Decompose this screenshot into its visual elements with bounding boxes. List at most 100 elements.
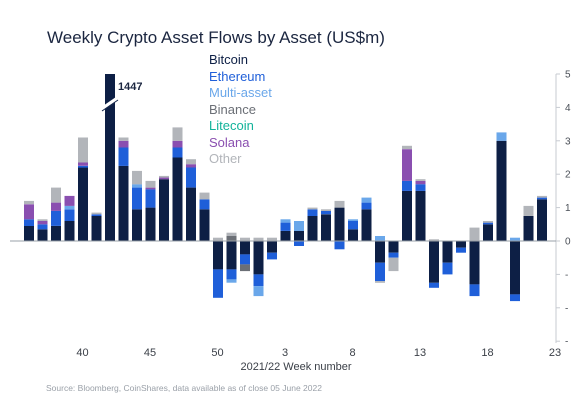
bar-other-week-29 (415, 179, 426, 181)
bar-ethereum-week-28 (402, 180, 412, 191)
bar-other-week-37 (523, 205, 534, 216)
bar-multi-asset-week-20 (294, 221, 304, 231)
bar-bitcoin-week-11 (172, 157, 183, 241)
bar-bitcoin-week-27 (388, 241, 399, 253)
y-tick-label: - (565, 270, 568, 281)
bar-multi-asset-week-24 (348, 219, 358, 221)
legend-other: Other (209, 151, 242, 166)
bar-ethereum-week-27 (388, 252, 399, 258)
bar-bitcoin-week-3 (64, 221, 75, 241)
bar-bitcoin-week-34 (483, 224, 493, 241)
bar-multi-asset-week-19 (280, 219, 291, 223)
bar-multi-asset-week-25 (361, 197, 372, 203)
bar-other-week-10 (159, 175, 169, 178)
bar-bitcoin-week-13 (199, 209, 210, 241)
bar-bitcoin-week-28 (402, 190, 412, 241)
bar-other-week-11 (172, 127, 183, 141)
bar-solana-week-9 (145, 187, 156, 190)
bar-ethereum-week-19 (280, 222, 291, 231)
x-tick-label: 23 (549, 347, 561, 359)
bar-ethereum-week-36 (510, 294, 520, 302)
bar-ethereum-week-16 (240, 254, 250, 265)
bar-bitcoin-week-4 (78, 167, 88, 241)
bar-bitcoin-week-16 (240, 241, 250, 255)
axis-break-gap (100, 96, 120, 111)
bar-ethereum-week-29 (415, 184, 426, 191)
bar-ethereum-week-25 (361, 202, 372, 210)
bar-bitcoin-week-38 (537, 199, 547, 242)
bar-other-week-22 (321, 209, 331, 211)
bar-ethereum-week-3 (64, 209, 75, 221)
bar-bitcoin-week-15 (226, 241, 237, 270)
bar-other-week-23 (334, 200, 345, 208)
bar-bitcoin-week-8 (132, 209, 142, 241)
legend-litecoin: Litecoin (209, 118, 254, 133)
bar-bitcoin-week-10 (159, 179, 169, 241)
x-tick-label: 8 (349, 347, 355, 359)
bar-other-week-4 (78, 137, 88, 163)
bar-other-week-12 (186, 159, 196, 165)
bar-other-week-30 (429, 239, 439, 241)
bar-other-week-21 (307, 207, 318, 210)
bar-bitcoin-week-31 (442, 241, 453, 263)
y-tick-label: 1 (565, 203, 571, 214)
bar-bitcoin-week-9 (145, 207, 156, 241)
bar-bitcoin-week-33 (469, 241, 480, 285)
bar-other-week-5 (91, 212, 102, 215)
bar-ethereum-week-1 (37, 224, 48, 230)
bar-bitcoin-week-29 (415, 190, 426, 241)
y-tick-label: 4 (565, 103, 571, 114)
bar-bitcoin-week-30 (429, 241, 439, 283)
bar-ethereum-week-2 (51, 210, 61, 226)
bar-ethereum-week-9 (145, 189, 156, 208)
bar-ethereum-week-14 (213, 269, 223, 298)
bar-multi-asset-week-15 (226, 279, 237, 283)
y-tick-label: - (565, 303, 568, 314)
x-tick-label: 40 (76, 347, 88, 359)
bar-ethereum-week-32 (456, 247, 466, 253)
bar-solana-week-0 (24, 204, 34, 220)
bar-other-week-13 (199, 192, 210, 200)
bar-bitcoin-week-37 (523, 215, 534, 241)
bar-ethereum-week-11 (172, 147, 183, 158)
bar-bitcoin-week-25 (361, 209, 372, 241)
x-tick-label: 3 (282, 347, 288, 359)
bar-multi-asset-week-35 (496, 132, 507, 141)
bar-ethereum-week-22 (321, 210, 331, 215)
bar-other-week-26 (375, 281, 385, 283)
x-tick-label: 50 (211, 347, 223, 359)
bar-ethereum-week-8 (132, 187, 142, 210)
bar-bitcoin-week-14 (213, 241, 223, 270)
bar-other-week-18 (267, 237, 277, 241)
bar-other-week-33 (469, 227, 480, 241)
legend-bitcoin: Bitcoin (209, 52, 249, 67)
bar-multi-asset-week-8 (132, 184, 142, 188)
bar-bitcoin-week-17 (253, 241, 264, 275)
legend-multi-asset: Multi-asset (209, 85, 272, 100)
bar-other-week-38 (537, 195, 547, 198)
x-tick-label: 18 (481, 347, 493, 359)
bar-bitcoin-week-32 (456, 241, 466, 248)
bar-other-week-17 (253, 237, 264, 241)
bar-ethereum-week-38 (537, 197, 547, 200)
bar-bitcoin-week-18 (267, 241, 277, 253)
bar-bitcoin-week-23 (334, 207, 345, 241)
x-axis-label: 2021/22 Week number (240, 361, 351, 373)
bar-solana-week-28 (402, 149, 412, 181)
bar-other-week-0 (24, 200, 34, 205)
bar-other-week-14 (213, 237, 223, 241)
bar-solana-week-7 (118, 140, 129, 148)
bar-solana-week-29 (415, 180, 426, 185)
bar-bitcoin-week-1 (37, 229, 48, 241)
bar-ethereum-week-24 (348, 221, 358, 230)
bar-ethereum-week-4 (78, 165, 88, 168)
x-tick-label: 45 (144, 347, 156, 359)
bar-bitcoin-week-6 (105, 74, 115, 241)
bar-other-week-7 (118, 137, 129, 141)
bar-bitcoin-week-7 (118, 165, 129, 241)
bar-annotation-label: 1447 (118, 81, 142, 93)
bar-solana-week-2 (51, 202, 61, 211)
bar-ethereum-week-33 (469, 284, 480, 297)
bar-ethereum-week-20 (294, 241, 304, 246)
